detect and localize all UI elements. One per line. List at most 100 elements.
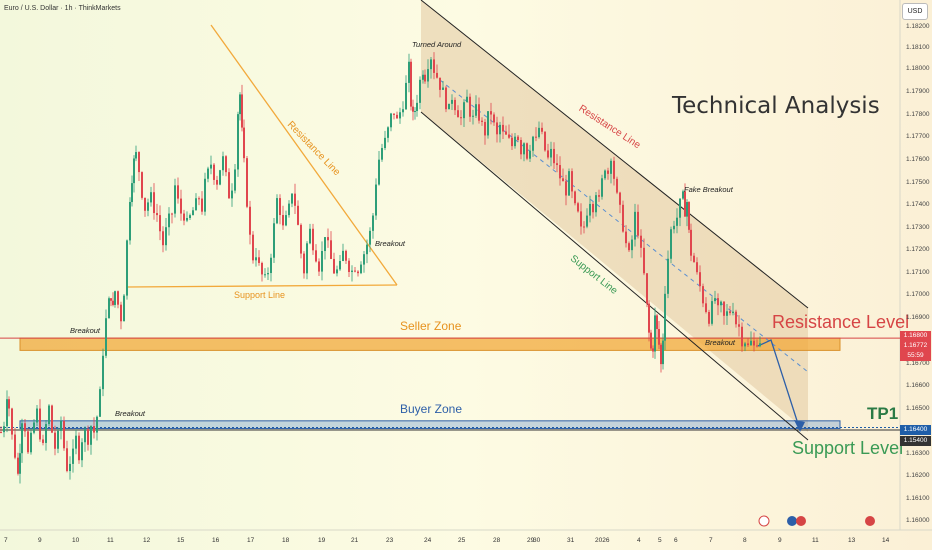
candle-body xyxy=(702,286,704,304)
breakout-label-seller: Breakout xyxy=(70,326,101,335)
candle-body xyxy=(505,131,507,135)
seller-zone-label: Seller Zone xyxy=(400,319,462,333)
candle-body xyxy=(673,225,675,230)
y-tick: 1.17100 xyxy=(906,269,930,276)
candle-body xyxy=(412,106,414,112)
x-tick: 17 xyxy=(247,537,255,544)
candle-body xyxy=(496,122,498,135)
candle-body xyxy=(408,61,410,83)
candle-body xyxy=(601,178,603,197)
candle-body xyxy=(568,171,570,196)
candle-body xyxy=(430,59,432,70)
candle-body xyxy=(66,448,68,472)
candle-body xyxy=(372,215,374,231)
candle-body xyxy=(662,340,664,365)
candle-body xyxy=(351,270,353,272)
candle-body xyxy=(526,143,528,159)
candle-body xyxy=(135,152,137,159)
candle-body xyxy=(96,416,98,433)
candle-body xyxy=(153,192,155,214)
x-tick: 29 xyxy=(527,537,535,544)
candle-body xyxy=(747,343,749,346)
support-level-label: Support Level xyxy=(792,438,904,458)
support-line-label-triangle: Support Line xyxy=(234,290,286,300)
candle-body xyxy=(357,271,359,274)
candle-body xyxy=(241,94,243,128)
candle-body xyxy=(69,463,71,472)
candle-body xyxy=(239,94,241,115)
candle-body xyxy=(523,143,525,155)
candle-body xyxy=(650,332,652,349)
candle-body xyxy=(348,260,350,272)
candle-body xyxy=(562,178,564,182)
candle-body xyxy=(580,211,582,227)
candle-body xyxy=(520,139,522,155)
candle-body xyxy=(195,198,197,211)
x-tick: 12 xyxy=(143,537,151,544)
candle-body xyxy=(436,72,438,78)
countdown-tag: 55:59 xyxy=(900,351,931,361)
candle-body xyxy=(324,237,326,252)
candle-body xyxy=(72,448,74,464)
candle-body xyxy=(463,102,465,119)
candle-body xyxy=(105,318,107,356)
candle-body xyxy=(667,258,669,294)
candle-body xyxy=(696,262,698,273)
currency-button[interactable]: USD xyxy=(902,3,928,20)
candle-body xyxy=(108,298,110,319)
y-tick: 1.17800 xyxy=(906,111,930,118)
candle-body xyxy=(255,257,257,261)
candle-body xyxy=(514,136,516,147)
candle-body xyxy=(738,324,740,327)
x-tick: 7 xyxy=(4,537,8,544)
candle-body xyxy=(652,348,654,352)
candle-body xyxy=(75,435,77,449)
x-tick: 21 xyxy=(351,537,359,544)
tp1-label: TP1 xyxy=(867,404,899,423)
candle-body xyxy=(17,457,19,474)
y-tick: 1.17500 xyxy=(906,179,930,186)
candle-body xyxy=(189,215,191,219)
candle-body xyxy=(237,114,239,170)
candle-body xyxy=(252,234,254,261)
candle-body xyxy=(156,213,158,216)
candle-body xyxy=(381,148,383,160)
candle-body xyxy=(714,298,716,302)
candle-body xyxy=(656,315,658,330)
candle-body xyxy=(84,429,86,443)
candle-body xyxy=(634,211,636,240)
y-tick: 1.16100 xyxy=(906,495,930,502)
flag-icon xyxy=(865,516,875,526)
candle-body xyxy=(422,74,424,80)
candle-body xyxy=(654,315,656,352)
candle-body xyxy=(273,223,275,258)
buyer-zone-label: Buyer Zone xyxy=(400,402,463,416)
candle-body xyxy=(756,345,758,347)
candle-body xyxy=(11,408,13,435)
candle-body xyxy=(147,202,149,211)
candle-body xyxy=(532,136,534,151)
candle-body xyxy=(433,59,435,73)
candle-body xyxy=(27,431,29,453)
candle-body xyxy=(427,69,429,82)
triangle-support-line xyxy=(125,284,398,288)
candle-body xyxy=(396,114,398,119)
candle-body xyxy=(648,303,650,333)
candle-body xyxy=(225,156,227,173)
candle-body xyxy=(120,304,122,322)
candle-body xyxy=(419,79,421,103)
candle-body xyxy=(688,202,690,230)
candle-body xyxy=(186,218,188,221)
candle-body xyxy=(717,298,719,306)
candle-body xyxy=(366,244,368,255)
candle-body xyxy=(330,240,332,259)
y-tick: 1.16500 xyxy=(906,405,930,412)
candle-body xyxy=(610,160,612,174)
channel-support-line xyxy=(420,111,809,441)
candle-body xyxy=(318,261,320,272)
candle-body xyxy=(0,432,2,434)
candle-body xyxy=(321,251,323,272)
y-tick: 1.17200 xyxy=(906,246,930,253)
